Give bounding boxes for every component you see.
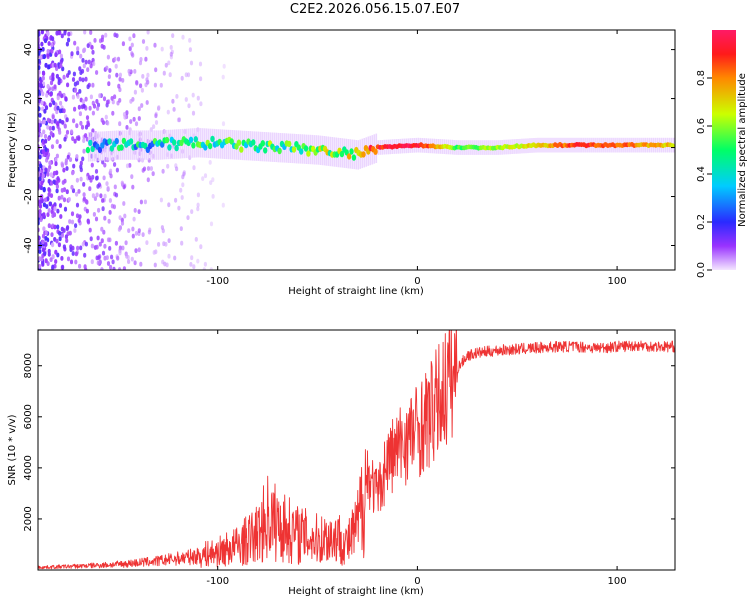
ridge-point	[90, 145, 95, 152]
ridge-point	[299, 148, 304, 155]
ridge-point	[287, 140, 292, 148]
colorbar-label: Normalized spectral amplitude	[737, 73, 748, 227]
ridge-point	[260, 140, 265, 147]
ridge-point	[97, 146, 103, 154]
snr-xlabel: Height of straight line (km)	[288, 586, 424, 597]
snr-series-line	[38, 330, 675, 570]
y-tick-label: 8000	[23, 353, 34, 378]
ridge-point	[349, 148, 354, 155]
ridge-point	[277, 147, 282, 155]
snr-panel: -100 0 100 2000 4000 6000 8000 Height of strai…	[7, 329, 676, 597]
ridge-point	[670, 143, 675, 149]
ridge-point	[167, 144, 172, 151]
x-tick-label: -100	[206, 276, 229, 287]
ridge-point	[193, 136, 198, 143]
ridge-point	[306, 150, 311, 157]
chart-title: C2E2.2026.056.15.07.E07	[289, 2, 461, 17]
colorbar: 0.0 0.2 0.4 0.6 0.8 Normalized spectral ampl…	[696, 30, 748, 278]
ridge-point	[239, 146, 244, 153]
ridge-point	[210, 135, 215, 143]
ridge-point	[107, 138, 112, 145]
ridge-point	[229, 138, 234, 145]
ridge-point	[88, 139, 93, 147]
colorbar-tick-label: 0.0	[696, 262, 707, 278]
y-tick-label: 4000	[23, 455, 34, 480]
y-tick-label: -40	[23, 237, 34, 253]
ridge-point	[119, 144, 124, 151]
ridge-point	[339, 150, 345, 158]
ridge	[85, 135, 675, 161]
x-tick-label: -100	[206, 576, 229, 587]
ridge-point	[128, 138, 134, 145]
colorbar-tick-label: 0.6	[696, 118, 707, 134]
spectrogram-ylabel: Frequency (Hz)	[7, 112, 18, 188]
ridge-point	[251, 139, 256, 146]
spectrogram-frame	[37, 29, 676, 271]
x-tick-label: 0	[414, 576, 420, 587]
ridge-point	[236, 139, 242, 146]
ridge-point	[172, 139, 177, 146]
spectrogram-xlabel: Height of straight line (km)	[288, 286, 424, 297]
y-tick-label: 6000	[23, 404, 34, 429]
x-tick-label: 100	[608, 576, 627, 587]
ridge-point	[191, 142, 196, 149]
ridge-point	[114, 137, 119, 145]
ridge-point	[164, 136, 170, 144]
y-tick-label: 20	[23, 92, 34, 105]
ridge-point	[303, 145, 309, 152]
colorbar-tick-label: 0.8	[696, 70, 707, 86]
ridge-point	[174, 144, 179, 152]
x-tick-label: 100	[608, 276, 627, 287]
ridge-point	[291, 146, 297, 153]
y-tick-label: -20	[23, 188, 34, 204]
ridge-point	[207, 142, 213, 150]
colorbar-tick-label: 0.4	[696, 166, 707, 182]
colorbar-tick-label: 0.2	[696, 214, 707, 230]
ridge-point	[263, 147, 268, 154]
x-tick-label: 0	[414, 276, 420, 287]
ridge-point	[361, 151, 366, 158]
ridge-point	[85, 146, 91, 154]
y-tick-label: 40	[23, 43, 34, 56]
ridge-point	[346, 153, 352, 160]
ridge-point	[188, 136, 194, 143]
ridge-point	[160, 141, 165, 148]
ridge-point	[373, 148, 378, 155]
spectrogram-panel: -100 0 100 -40 -20 0 20 40 Height of straight l…	[7, 29, 676, 297]
y-tick-label: 0	[23, 144, 34, 150]
snr-frame	[37, 329, 676, 571]
snr-ylabel: SNR (10 * v/v)	[7, 414, 18, 485]
ridge-point	[203, 144, 208, 151]
ridge-point	[351, 154, 357, 161]
colorbar-gradient	[712, 30, 736, 270]
y-tick-label: 2000	[23, 506, 34, 531]
ridge-point	[109, 145, 115, 152]
